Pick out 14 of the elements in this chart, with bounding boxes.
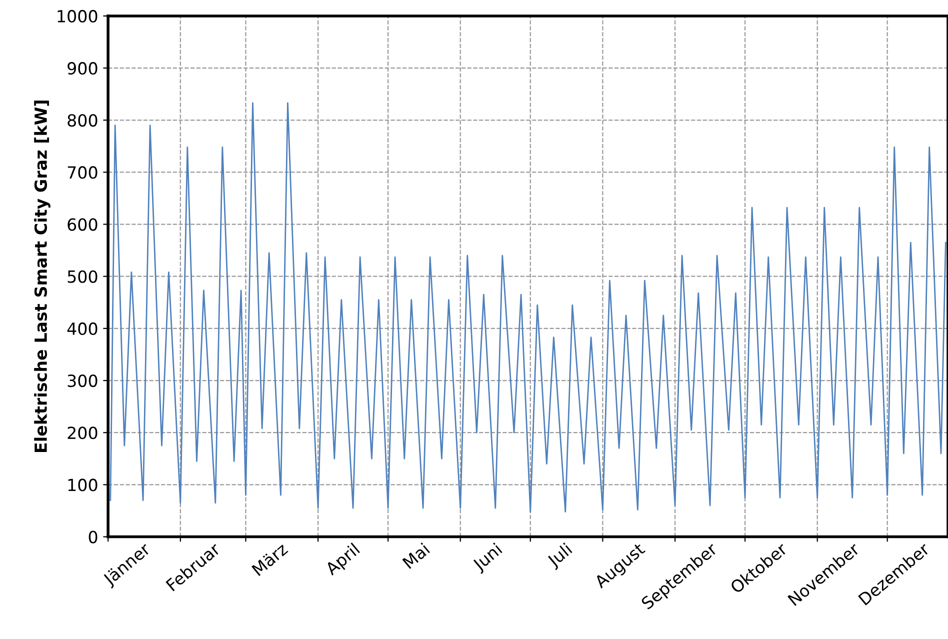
y-tick-label: 700	[68, 166, 98, 179]
y-tick-label: 100	[68, 478, 98, 492]
y-tick-label: 400	[67, 322, 98, 336]
y-tick-label: 1000	[58, 10, 98, 23]
y-tick-label: 200	[68, 426, 98, 440]
y-tick-label: 300	[68, 374, 98, 388]
y-tick-label: 900	[68, 62, 98, 75]
y-tick-label: 500	[68, 270, 98, 283]
y-tick-label: 800	[68, 114, 98, 127]
y-axis-title: Elektrische Last Smart City Graz [kW]	[34, 100, 50, 452]
y-tick-label: 0	[88, 530, 98, 544]
x-tick-label: Juli	[546, 542, 574, 570]
x-tick-label: Mai	[402, 542, 430, 570]
y-tick-label: 600	[68, 218, 98, 231]
